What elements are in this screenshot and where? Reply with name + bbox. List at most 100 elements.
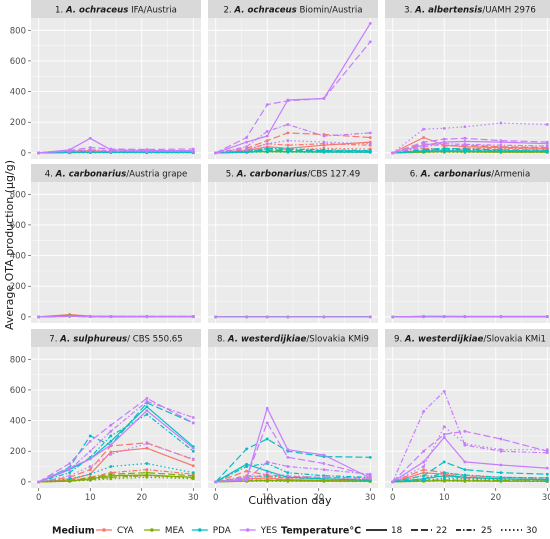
legend-item-temp-22: 22 [411,526,447,536]
series-line-yes-22 [38,397,194,483]
data-point [442,144,446,148]
data-point [191,315,195,318]
data-point [422,314,426,318]
data-point [368,136,372,139]
panel-title-suffix: / CBS 550.65 [127,335,183,345]
data-point [68,474,72,478]
panel-strip [31,164,201,182]
panel-9: 9. A. westerdijkiae/Slovakia KMi1 0 10 20 30 [385,329,550,503]
data-point [463,473,467,477]
data-point [214,315,218,319]
data-point [245,465,249,468]
data-point [368,472,372,476]
data-point [245,140,249,144]
series-line-yes-18 [392,140,548,154]
data-point [422,465,426,468]
legend-item-cya: CYA [96,526,134,536]
data-point [88,315,92,318]
data-point [245,136,249,139]
y-tick-label: 600 [10,386,26,396]
data-point [499,150,503,154]
data-point [88,465,92,468]
series-line-cya-25 [392,147,548,154]
panel-strip [385,164,550,182]
panel-title-prefix: 5. [226,170,237,180]
data-point [545,472,549,476]
x-tick-label: 0 [390,493,395,503]
data-point [545,144,549,148]
series-line-pda-25 [215,462,371,483]
x-tick-label: 30 [542,493,550,503]
data-point [286,147,290,151]
series-line-pda-30 [392,477,548,483]
panel-title-suffix: IFA/Austria [128,6,177,16]
data-point [109,465,113,468]
data-point [286,471,290,475]
panel-title-prefix: 4. [45,170,56,180]
data-point [68,462,72,465]
series-line-pda-25 [392,472,548,483]
data-point [145,475,149,479]
x-tick-label: 0 [213,493,218,503]
data-point [545,448,549,452]
data-point [88,434,92,438]
data-point [88,449,92,453]
data-point [245,150,249,154]
series-line-yes-22 [215,422,371,483]
data-point [145,413,149,416]
panel-title: 7. A. sulphureus/ CBS 550.65 [49,335,183,345]
panel-4: 4. A. carbonarius/Austria grape 0 200 400 60… [10,164,201,323]
data-point [191,477,195,481]
y-tick-label: 200 [10,447,26,457]
panel-title-suffix: /CBS 127.49 [307,170,360,180]
data-point [463,315,467,318]
data-point [368,142,372,146]
data-point [265,460,269,464]
series-line-mea-25 [215,480,371,483]
series-line-yes-25 [392,143,548,154]
data-point [442,436,446,439]
data-point [245,148,249,152]
y-tick-label: 600 [10,221,26,231]
data-point [286,143,290,147]
legend-title-temperature: Temperature°C [281,526,361,537]
data-point [145,396,149,400]
y-tick-label: 400 [10,252,26,262]
data-point [68,150,72,154]
data-point [442,460,446,464]
data-point [191,449,195,453]
x-tick-label: 30 [188,493,199,503]
data-point [265,474,269,478]
data-point [422,140,426,144]
data-point [499,121,503,125]
series-line-mea-25 [38,475,194,483]
data-point [265,406,269,410]
data-point [68,480,72,483]
data-point [499,143,503,147]
legend-key-point [102,528,106,532]
data-point [422,449,426,453]
data-point [463,429,467,433]
data-point [368,455,372,459]
series-line-yes-22 [38,315,194,318]
legend-label: 25 [481,526,492,536]
data-point [145,405,149,409]
data-point [442,432,446,436]
data-point [499,463,503,467]
data-point [245,469,249,473]
data-point [322,140,326,144]
panel-title-suffix: /UAMH 2976 [482,6,536,16]
data-point [322,468,326,472]
panel-title-suffix: Biomin/Austria [297,6,363,16]
data-point [463,442,467,445]
data-point [463,477,467,481]
data-point [265,134,269,138]
data-point [368,315,372,319]
panel-1: 1. A. ochraceus IFA/Austria 0 200 400 600 800 [10,0,201,159]
data-point [463,150,467,154]
data-point [245,462,249,466]
panel-title-species: A. ochraceus [233,6,296,16]
data-point [286,150,290,154]
data-point [88,472,92,476]
facet-panels: 1. A. ochraceus IFA/Austria0200400600800… [10,0,550,503]
